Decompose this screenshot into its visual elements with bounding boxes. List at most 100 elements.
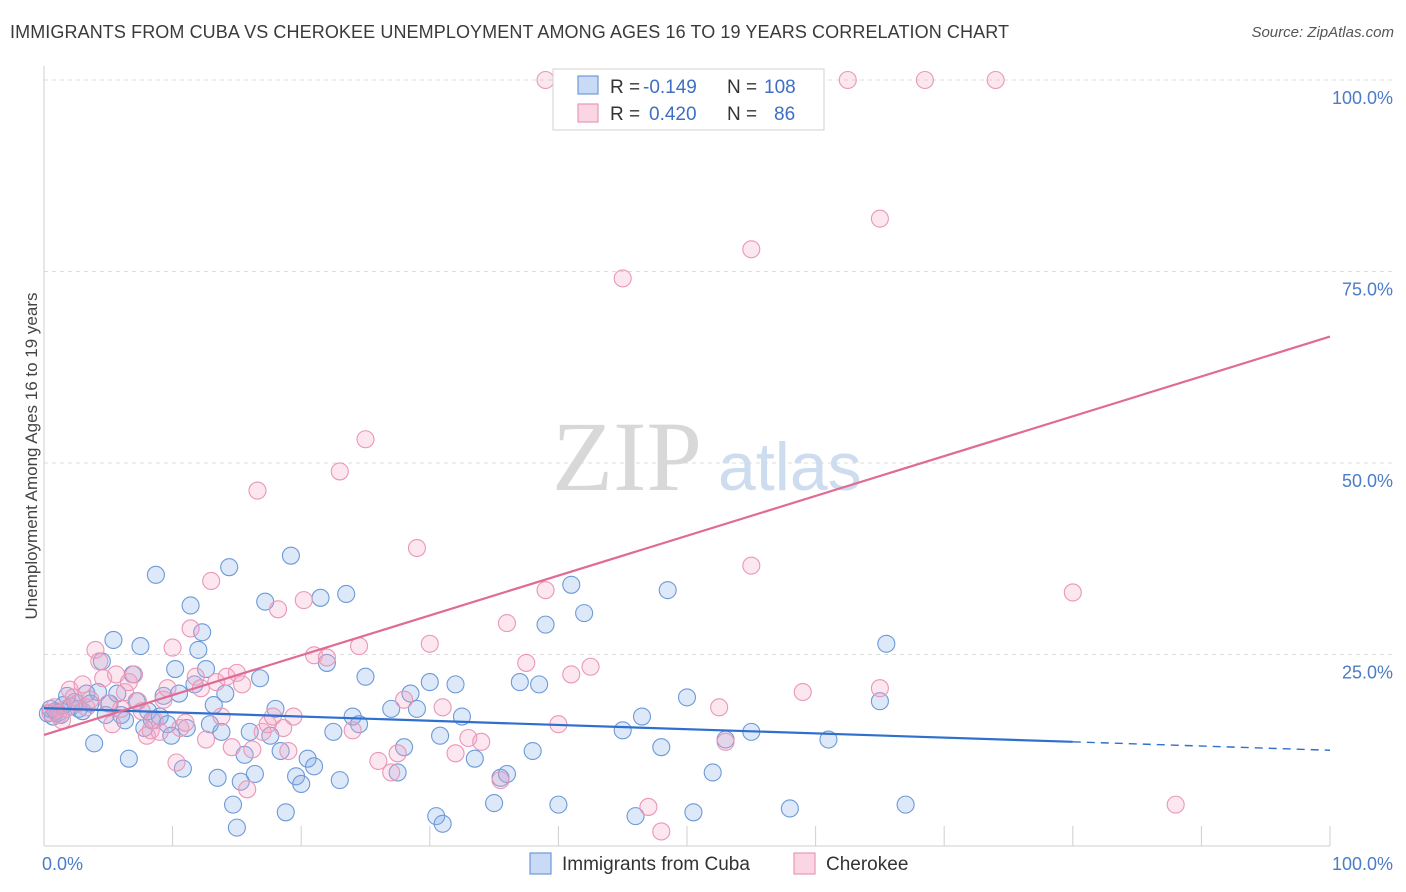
cuba-point-42 [193,623,212,642]
cuba-point-97 [613,721,632,740]
legend-n-value-cherokee: 86 [774,104,795,125]
cuba-point-83 [433,814,452,833]
cherokee-point-88 [613,269,632,288]
cuba-point-99 [632,707,652,726]
cuba-point-101 [658,581,677,600]
cherokee-point-71 [491,771,510,790]
trendline-cuba-extension [1072,741,1331,751]
watermark: ZIP atlas [552,401,862,512]
cherokee-point-32 [176,713,195,732]
legend-swatch-cuba [577,75,599,95]
cherokee-point-15 [103,715,122,734]
cuba-point-92 [530,675,549,694]
cuba-point-70 [330,771,349,790]
cherokee-point-63 [388,744,407,763]
cherokee-point-37 [202,571,221,591]
legend-n-label-cherokee: N = [727,104,757,125]
cuba-point-87 [485,794,504,813]
cuba-point-104 [703,763,722,782]
cherokee-point-34 [186,667,205,686]
cuba-point-100 [652,738,671,757]
series-legend: Immigrants from Cuba Cherokee [529,852,908,875]
cherokee-point-84 [870,679,889,698]
source-label: Source: ZipAtlas.com [1251,24,1394,41]
cuba-point-52 [231,772,250,791]
cherokee-point-26 [150,722,169,741]
cherokee-point-31 [171,718,190,738]
watermark-atlas: atlas [718,429,862,505]
cherokee-point-70 [472,732,491,751]
cuba-point-23 [119,749,138,768]
legend-r-value-cuba: -0.149 [643,77,697,98]
x-tick-label-1: 100.0% [1332,854,1393,874]
cherokee-point-72 [497,614,517,633]
cuba-point-81 [427,807,446,826]
cuba-point-90 [510,673,529,692]
cuba-point-84 [446,675,465,694]
cuba-point-98 [626,807,645,826]
cuba-point-51 [227,818,246,837]
x-tick-labels: 0.0% 100.0% [42,854,1393,874]
cherokee-point-87 [536,70,555,90]
cuba-point-107 [780,799,799,818]
cherokee-point-20 [124,665,144,684]
cherokee-point-81 [716,732,735,751]
cherokee-point-76 [562,665,581,684]
cherokee-point-89 [742,240,761,259]
cherokee-point-85 [1063,583,1082,602]
cuba-point-79 [407,699,426,718]
cherokee-point-45 [243,740,262,759]
cuba-point-102 [677,688,697,707]
y-tick-label-0: 25.0% [1342,663,1393,683]
cherokee-point-12 [90,652,109,671]
watermark-zip: ZIP [552,401,702,512]
cuba-point-94 [549,795,568,814]
trendline-cherokee [43,335,1331,736]
y-tick-label-3: 100.0% [1332,88,1393,108]
cuba-point-80 [420,673,439,692]
cuba-point-35 [166,660,185,679]
cuba-point-76 [388,763,407,782]
cherokee-point-78 [639,797,658,816]
cherokee-point-33 [181,619,200,638]
cuba-point-14 [85,734,104,753]
cuba-point-69 [324,722,343,741]
cuba-point-103 [684,803,703,822]
legend-n-value-cuba: 108 [764,77,796,98]
series-cherokee-points [41,70,1185,841]
bottom-legend-label-cherokee: Cherokee [826,854,908,875]
cuba-point-55 [245,764,264,784]
cherokee-point-91 [870,209,889,228]
trendline-cuba [43,707,1073,743]
cherokee-point-90 [838,70,857,90]
cherokee-point-77 [581,657,600,676]
gridlines [44,79,1394,655]
cherokee-point-54 [294,591,313,610]
cuba-point-86 [465,749,484,768]
cuba-point-67 [311,588,330,607]
cherokee-point-24 [141,721,160,740]
cuba-point-60 [271,741,290,761]
cuba-point-50 [223,795,243,814]
cuba-point-39 [181,596,200,615]
cuba-point-46 [208,768,227,787]
correlation-legend: R = -0.149 N = 108 R = 0.420 N = 86 [552,68,825,131]
cherokee-point-50 [269,600,288,619]
cuba-point-82 [431,726,450,745]
cherokee-point-66 [420,634,439,653]
y-axis-title: Unemployment Among Ages 16 to 19 years [22,293,41,620]
cherokee-point-64 [395,690,414,709]
legend-n-label-cuba: N = [727,77,757,98]
cherokee-point-80 [710,698,729,717]
cherokee-point-36 [196,730,216,749]
cuba-point-64 [292,774,311,794]
cherokee-point-41 [222,738,241,757]
cuba-point-43 [196,660,216,679]
cuba-point-61 [276,803,295,822]
cuba-point-109 [870,692,889,711]
cherokee-point-68 [446,744,465,763]
y-tick-label-1: 50.0% [1342,471,1393,491]
cuba-point-65 [298,749,317,768]
cherokee-point-57 [330,462,349,481]
x-tick-label-0: 0.0% [42,854,83,874]
